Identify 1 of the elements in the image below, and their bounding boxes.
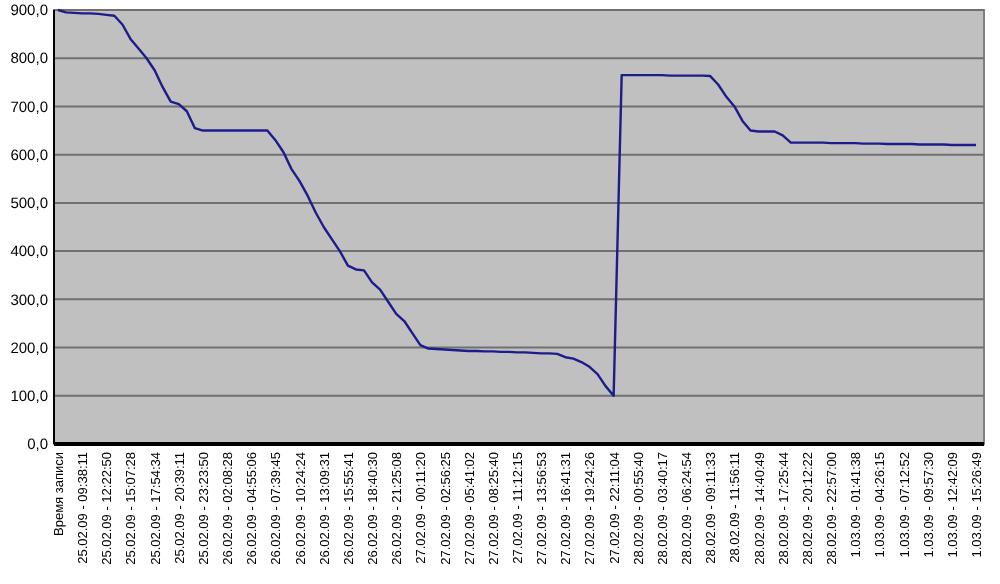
line-series: [56, 8, 978, 397]
